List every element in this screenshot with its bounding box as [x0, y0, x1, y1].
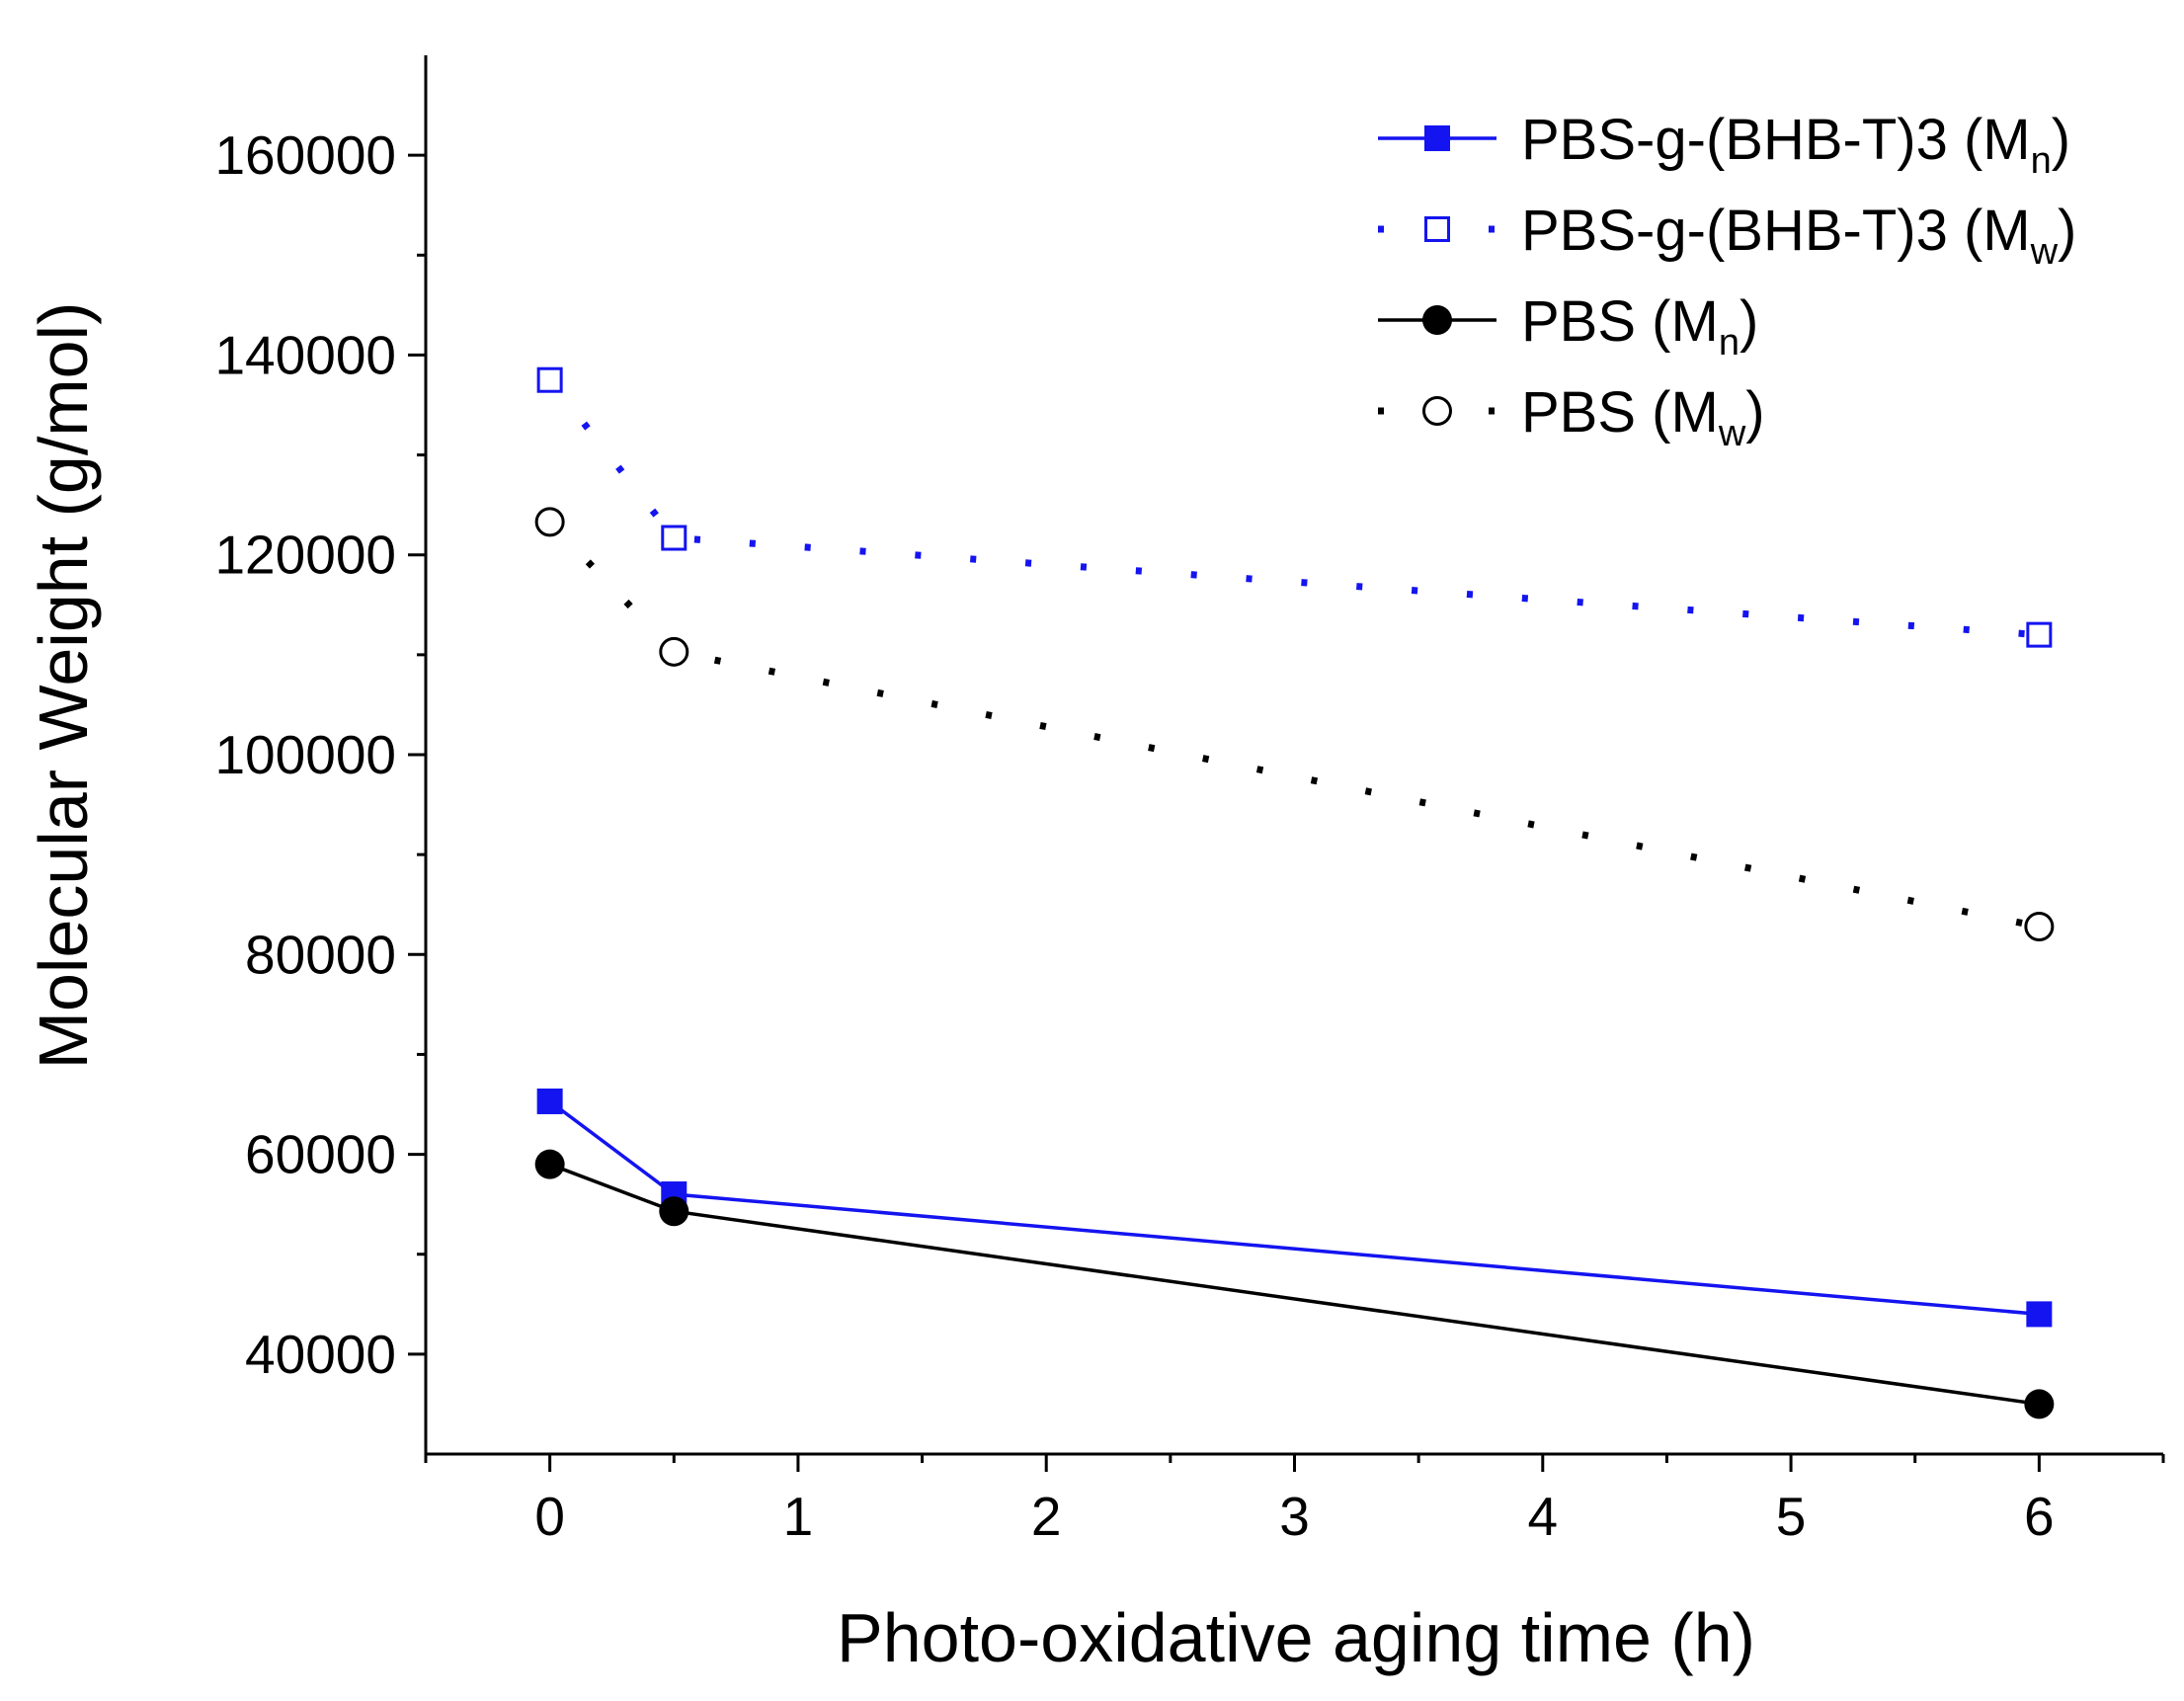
x-tick-label: 4	[1527, 1486, 1558, 1547]
legend-item-pbs-mn: PBS (Mn)	[1378, 289, 1758, 364]
y-tick-label: 100000	[214, 724, 396, 785]
legend-label-pbs-mw: PBS (Mw)	[1521, 380, 1765, 454]
legend-marker-bhbt-mn	[1424, 125, 1450, 151]
data-point-bhbt-mn	[2026, 1301, 2053, 1328]
data-point-pbs-mn	[534, 1149, 565, 1179]
legend-item-bhbt-mn: PBS-g-(BHB-T)3 (Mn)	[1378, 108, 2070, 182]
legend-marker-pbs-mn	[1422, 305, 1452, 335]
legend-marker-bhbt-mw	[1424, 216, 1450, 242]
x-tick-label: 3	[1279, 1486, 1310, 1547]
data-point-pbs-mw	[2024, 911, 2055, 941]
data-point-pbs-mw	[659, 636, 689, 667]
y-tick-label: 140000	[214, 324, 396, 385]
x-tick-label: 1	[783, 1486, 814, 1547]
data-point-bhbt-mn	[536, 1088, 563, 1114]
y-tick-label: 80000	[245, 924, 396, 985]
x-tick-label: 5	[1776, 1486, 1807, 1547]
series-pbs-mw	[534, 507, 2055, 941]
y-tick-label: 40000	[245, 1324, 396, 1385]
y-tick-label: 60000	[245, 1124, 396, 1185]
y-tick-label: 120000	[214, 525, 396, 586]
data-point-pbs-mn	[2024, 1389, 2055, 1419]
data-point-bhbt-mw	[2026, 621, 2053, 648]
series-bhbt-mw	[536, 366, 2053, 648]
data-point-bhbt-mw	[661, 525, 688, 551]
data-point-bhbt-mw	[536, 366, 563, 393]
legend-label-bhbt-mn: PBS-g-(BHB-T)3 (Mn)	[1521, 108, 2070, 182]
x-axis-title: Photo-oxidative aging time (h)	[837, 1599, 1755, 1676]
data-point-pbs-mw	[534, 507, 565, 537]
x-tick-label: 0	[534, 1486, 565, 1547]
series-pbs-mn	[534, 1149, 2055, 1419]
legend-item-bhbt-mw: PBS-g-(BHB-T)3 (Mw)	[1378, 199, 2076, 273]
legend-label-pbs-mn: PBS (Mn)	[1521, 289, 1758, 364]
y-tick-label: 160000	[214, 124, 396, 186]
x-tick-label: 6	[2024, 1486, 2055, 1547]
legend-marker-pbs-mw	[1422, 396, 1452, 426]
y-axis-title: Molecular Weight (g/mol)	[25, 302, 102, 1070]
legend-label-bhbt-mw: PBS-g-(BHB-T)3 (Mw)	[1521, 199, 2076, 273]
data-point-pbs-mn	[659, 1196, 689, 1227]
series-line-pbs-mw	[547, 519, 2041, 931]
x-tick-label: 2	[1031, 1486, 1062, 1547]
legend-item-pbs-mw: PBS (Mw)	[1378, 380, 1765, 454]
